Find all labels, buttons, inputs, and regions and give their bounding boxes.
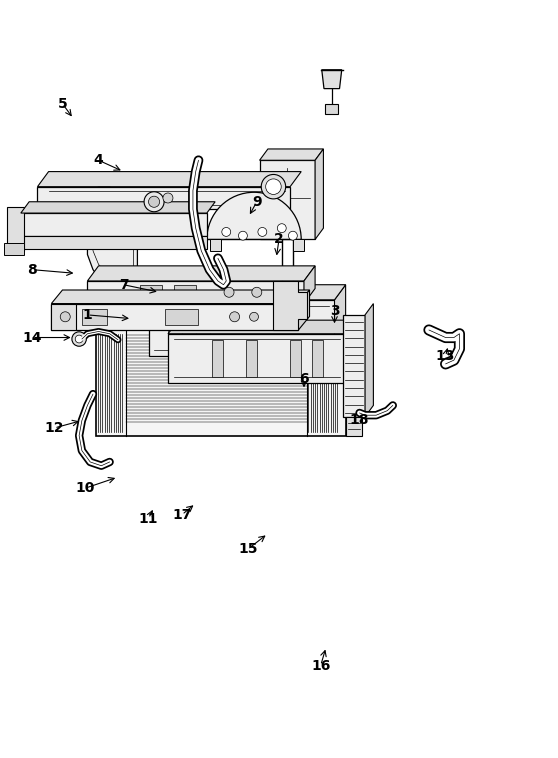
Text: 16: 16 <box>311 659 330 672</box>
Polygon shape <box>213 340 223 377</box>
Polygon shape <box>290 340 301 377</box>
Polygon shape <box>259 160 315 240</box>
Polygon shape <box>4 243 23 255</box>
Text: 14: 14 <box>22 330 42 345</box>
Polygon shape <box>246 340 257 377</box>
Polygon shape <box>210 240 221 251</box>
Polygon shape <box>96 330 345 436</box>
Text: 2: 2 <box>274 233 284 246</box>
Circle shape <box>144 192 164 211</box>
Circle shape <box>277 224 286 233</box>
Polygon shape <box>88 186 137 293</box>
Polygon shape <box>299 290 310 330</box>
Polygon shape <box>168 334 345 383</box>
Polygon shape <box>21 213 207 236</box>
Wedge shape <box>207 193 301 240</box>
Polygon shape <box>51 303 76 330</box>
Text: 11: 11 <box>139 512 158 525</box>
Polygon shape <box>21 236 207 249</box>
Circle shape <box>266 179 281 195</box>
Polygon shape <box>322 70 341 89</box>
Polygon shape <box>148 300 335 356</box>
Polygon shape <box>7 207 23 251</box>
Polygon shape <box>174 286 196 299</box>
Polygon shape <box>345 320 357 383</box>
Text: 7: 7 <box>119 277 128 292</box>
Polygon shape <box>312 340 324 377</box>
Text: 9: 9 <box>252 195 262 208</box>
Polygon shape <box>88 266 315 281</box>
Text: 5: 5 <box>57 97 68 111</box>
Polygon shape <box>335 285 345 356</box>
Polygon shape <box>293 240 304 251</box>
Polygon shape <box>51 303 299 330</box>
Polygon shape <box>365 303 373 417</box>
Text: 18: 18 <box>350 413 369 428</box>
Text: 13: 13 <box>436 349 455 363</box>
Polygon shape <box>37 186 290 209</box>
Circle shape <box>258 227 267 236</box>
Circle shape <box>224 287 234 297</box>
Text: 8: 8 <box>27 262 37 277</box>
Circle shape <box>238 231 247 240</box>
Circle shape <box>261 174 286 199</box>
Polygon shape <box>345 417 362 436</box>
Polygon shape <box>51 290 310 303</box>
Polygon shape <box>21 202 215 213</box>
Polygon shape <box>196 307 210 349</box>
Polygon shape <box>315 149 324 240</box>
Text: 17: 17 <box>172 508 191 522</box>
Text: 3: 3 <box>330 304 339 318</box>
Polygon shape <box>325 104 338 114</box>
Polygon shape <box>82 309 107 324</box>
Polygon shape <box>37 171 301 186</box>
Circle shape <box>75 335 83 343</box>
Text: 12: 12 <box>45 421 64 435</box>
Polygon shape <box>165 309 199 324</box>
Polygon shape <box>168 320 357 334</box>
Circle shape <box>163 193 173 203</box>
Polygon shape <box>273 281 307 330</box>
Polygon shape <box>259 149 324 160</box>
Circle shape <box>229 312 239 322</box>
Circle shape <box>249 312 258 321</box>
Text: 6: 6 <box>299 372 309 386</box>
Circle shape <box>222 227 230 236</box>
Polygon shape <box>148 285 345 300</box>
Polygon shape <box>140 286 162 299</box>
Polygon shape <box>168 307 182 349</box>
Circle shape <box>72 332 86 346</box>
Polygon shape <box>343 315 365 417</box>
Circle shape <box>148 196 160 207</box>
Text: 1: 1 <box>83 308 92 322</box>
Polygon shape <box>304 266 315 303</box>
Circle shape <box>288 231 297 240</box>
Text: 10: 10 <box>75 481 94 496</box>
Text: 15: 15 <box>239 542 258 556</box>
Text: 4: 4 <box>94 153 103 168</box>
Circle shape <box>60 312 70 322</box>
Polygon shape <box>88 281 304 303</box>
Circle shape <box>252 287 262 297</box>
